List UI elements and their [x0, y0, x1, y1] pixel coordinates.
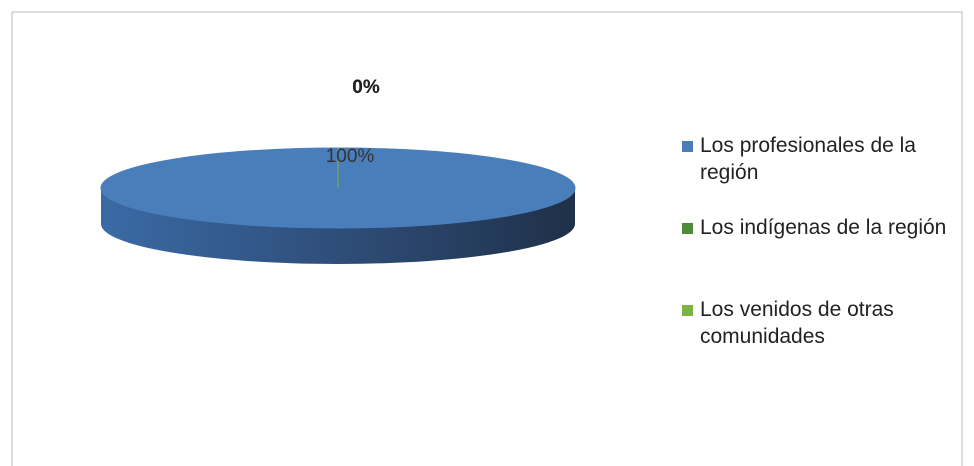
legend-item: Los profesionales de la región [682, 132, 972, 214]
legend-item: Los venidos de otras comunidades [682, 296, 972, 378]
legend-label: Los venidos de otras comunidades [700, 298, 894, 348]
data-label: 0% [352, 77, 380, 98]
legend: Los profesionales de la región Los indíge… [682, 132, 972, 378]
legend-label: Los profesionales de la región [700, 134, 916, 184]
data-label: 0% [352, 77, 380, 98]
legend-label: Los indígenas de la región [700, 216, 947, 239]
legend-swatch [682, 305, 693, 316]
data-label: 100% [326, 146, 375, 167]
slice-side [101, 188, 575, 264]
legend-item: Los indígenas de la región [682, 214, 972, 296]
legend-swatch [682, 141, 693, 152]
legend-swatch [682, 223, 693, 234]
